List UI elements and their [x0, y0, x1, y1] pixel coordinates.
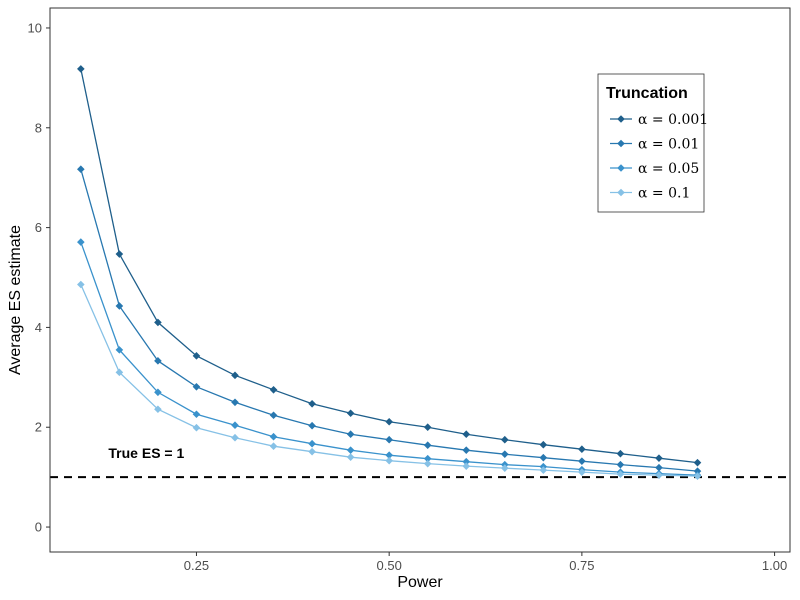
x-tick-label: 0.75 — [569, 558, 594, 573]
y-tick-label: 8 — [35, 120, 42, 135]
data-point — [269, 442, 278, 450]
data-point — [269, 385, 278, 394]
data-point — [693, 467, 702, 475]
data-point — [578, 445, 586, 453]
x-axis-title: Power — [397, 574, 443, 591]
data-point — [539, 453, 548, 462]
data-point — [115, 250, 124, 258]
data-point — [462, 446, 471, 454]
data-point — [77, 65, 85, 73]
data-point — [231, 421, 239, 430]
data-point — [346, 409, 355, 418]
data-point — [539, 466, 548, 474]
data-point — [539, 440, 548, 449]
data-point — [693, 458, 702, 467]
data-point — [308, 447, 316, 456]
data-point — [462, 430, 471, 439]
legend-title: Truncation — [606, 85, 688, 102]
data-point — [423, 423, 432, 432]
data-point — [500, 464, 509, 472]
data-point — [115, 302, 124, 310]
data-point — [77, 238, 85, 246]
data-point — [192, 423, 201, 432]
data-point — [231, 398, 239, 407]
data-point — [308, 421, 316, 430]
legend-key-marker — [617, 164, 625, 172]
data-point — [385, 451, 393, 459]
x-tick-label: 0.25 — [184, 558, 209, 573]
data-point — [192, 383, 201, 391]
data-point — [616, 470, 625, 478]
legend-key-marker — [617, 115, 625, 123]
data-point — [154, 357, 162, 365]
data-point — [385, 417, 393, 426]
data-point — [77, 165, 85, 174]
data-point — [346, 446, 355, 454]
legend-key-marker — [617, 188, 625, 197]
data-point — [462, 462, 471, 470]
legend-key-marker — [617, 139, 625, 148]
data-point — [385, 435, 393, 444]
data-point — [616, 460, 625, 469]
data-point — [578, 457, 586, 465]
data-point — [578, 468, 586, 476]
data-point — [655, 463, 663, 472]
y-axis-title: Average ES estimate — [7, 225, 24, 375]
x-tick-label: 1.00 — [762, 558, 787, 573]
data-point — [192, 410, 201, 419]
data-point — [693, 472, 702, 480]
y-tick-label: 6 — [35, 220, 42, 235]
data-point — [269, 432, 278, 441]
data-point — [616, 449, 625, 458]
data-point — [308, 399, 316, 408]
data-point — [423, 454, 432, 463]
data-point — [346, 453, 355, 461]
data-point — [154, 388, 162, 397]
y-tick-label: 2 — [35, 420, 42, 435]
annotation-true-es: True ES = 1 — [108, 445, 184, 461]
y-tick-label: 10 — [28, 20, 42, 35]
data-point — [77, 280, 85, 289]
data-point — [115, 346, 124, 354]
data-point — [500, 435, 509, 444]
data-point — [423, 459, 432, 468]
data-point — [231, 433, 239, 442]
data-point — [192, 352, 201, 360]
axes: 0.25 0.50 0.75 1.00 0 2 4 6 8 10 — [28, 7, 791, 573]
data-point — [308, 439, 316, 448]
data-point — [231, 371, 239, 380]
data-point — [500, 450, 509, 458]
legend-label: α = 0.001 — [638, 112, 708, 128]
legend: Truncation α = 0.001 α = 0.01 α = 0.05 α = … — [597, 73, 708, 213]
data-point — [269, 411, 278, 420]
x-tick-label: 0.50 — [377, 558, 402, 573]
data-point — [423, 441, 432, 449]
data-point — [115, 368, 124, 377]
plot-area: True ES = 1 — [50, 65, 790, 480]
data-point — [385, 456, 393, 465]
data-point — [655, 471, 663, 479]
y-tick-label: 0 — [35, 520, 42, 535]
legend-label: α = 0.05 — [638, 161, 699, 177]
legend-label: α = 0.01 — [638, 137, 699, 153]
y-tick-label: 4 — [35, 320, 42, 335]
data-point — [154, 318, 162, 327]
panel-border — [49, 7, 791, 553]
data-point — [346, 430, 355, 439]
legend-label: α = 0.1 — [638, 186, 690, 202]
data-point — [655, 454, 663, 462]
data-point — [462, 457, 471, 466]
data-point — [154, 405, 162, 414]
